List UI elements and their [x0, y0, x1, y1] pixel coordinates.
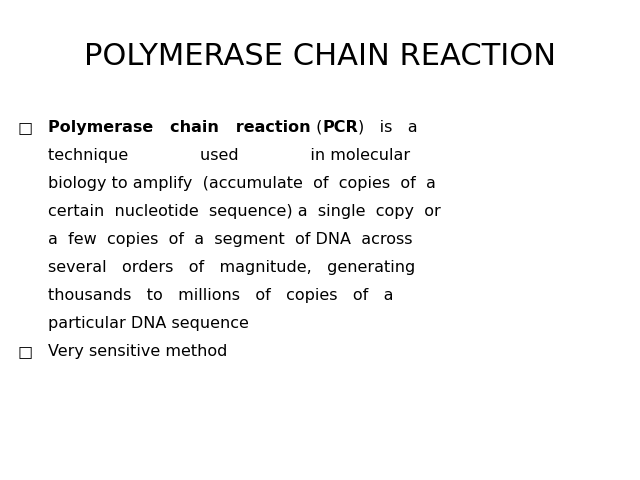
Text: Polymerase   chain   reaction: Polymerase chain reaction [48, 120, 310, 135]
Text: technique              used              in molecular: technique used in molecular [48, 148, 410, 163]
Text: particular DNA sequence: particular DNA sequence [48, 316, 249, 331]
Text: □: □ [18, 344, 33, 359]
Text: a  few  copies  of  a  segment  of DNA  across: a few copies of a segment of DNA across [48, 232, 413, 247]
Text: (: ( [310, 120, 322, 135]
Text: several   orders   of   magnitude,   generating: several orders of magnitude, generating [48, 260, 415, 275]
Text: biology to amplify  (accumulate  of  copies  of  a: biology to amplify (accumulate of copies… [48, 176, 436, 191]
Text: PCR: PCR [322, 120, 358, 135]
Text: thousands   to   millions   of   copies   of   a: thousands to millions of copies of a [48, 288, 394, 303]
Text: certain  nucleotide  sequence) a  single  copy  or: certain nucleotide sequence) a single co… [48, 204, 441, 219]
Text: Very sensitive method: Very sensitive method [48, 344, 227, 359]
Text: POLYMERASE CHAIN REACTION: POLYMERASE CHAIN REACTION [84, 42, 556, 71]
Text: □: □ [18, 120, 33, 135]
Text: )   is   a: ) is a [358, 120, 417, 135]
